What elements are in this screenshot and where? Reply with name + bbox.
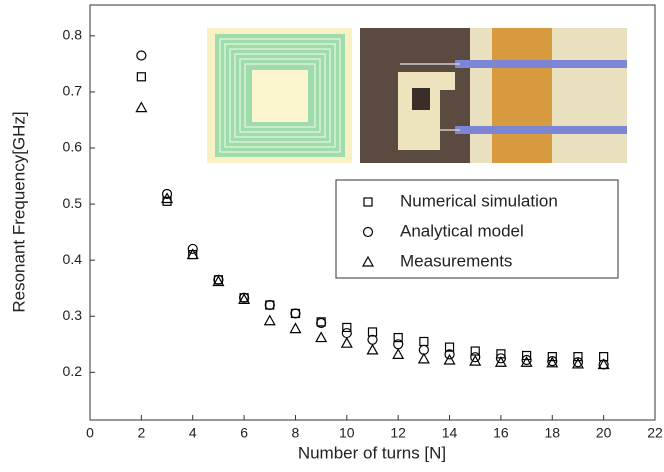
x-tick-label: 14: [442, 425, 458, 441]
y-tick-label: 0.8: [63, 27, 83, 43]
triangle-marker: [265, 316, 275, 325]
coil-inset: [207, 28, 352, 163]
x-tick-label: 6: [240, 425, 248, 441]
triangle-marker: [393, 349, 403, 358]
y-tick-label: 0.2: [63, 363, 83, 379]
x-tick-label: 22: [647, 425, 663, 441]
y-tick-label: 0.7: [63, 83, 83, 99]
triangle-marker: [136, 103, 146, 112]
legend-label: Measurements: [400, 251, 512, 270]
x-tick-label: 16: [493, 425, 509, 441]
y-tick-label: 0.3: [63, 307, 83, 323]
circle-marker: [342, 329, 351, 338]
x-tick-label: 12: [390, 425, 406, 441]
circle-marker: [137, 51, 146, 60]
x-axis-title: Number of turns [N]: [298, 443, 446, 462]
x-tick-label: 4: [189, 425, 197, 441]
circle-marker: [291, 309, 300, 318]
y-tick-label: 0.5: [63, 195, 83, 211]
x-tick-label: 8: [292, 425, 300, 441]
triangle-marker: [368, 345, 378, 354]
triangle-marker: [342, 338, 352, 347]
x-tick-label: 18: [544, 425, 560, 441]
x-tick-label: 10: [339, 425, 355, 441]
square-marker: [137, 73, 145, 81]
chart: Number of turns [N] Resonant Frequency[G…: [0, 0, 664, 472]
x-tick-label: 20: [596, 425, 612, 441]
circle-marker: [265, 301, 274, 310]
circle-marker: [368, 335, 377, 344]
triangle-marker: [316, 333, 326, 342]
triangle-marker: [419, 354, 429, 363]
y-axis-title: Resonant Frequency[GHz]: [9, 111, 28, 312]
legend-label: Numerical simulation: [400, 191, 558, 210]
y-tick-label: 0.4: [63, 251, 83, 267]
square-marker: [420, 337, 428, 345]
legend-label: Analytical model: [400, 221, 524, 240]
photo-inset: [360, 28, 627, 163]
y-tick-label: 0.6: [63, 139, 83, 155]
x-tick-label: 0: [86, 425, 94, 441]
triangle-marker: [290, 324, 300, 333]
x-tick-label: 2: [137, 425, 145, 441]
